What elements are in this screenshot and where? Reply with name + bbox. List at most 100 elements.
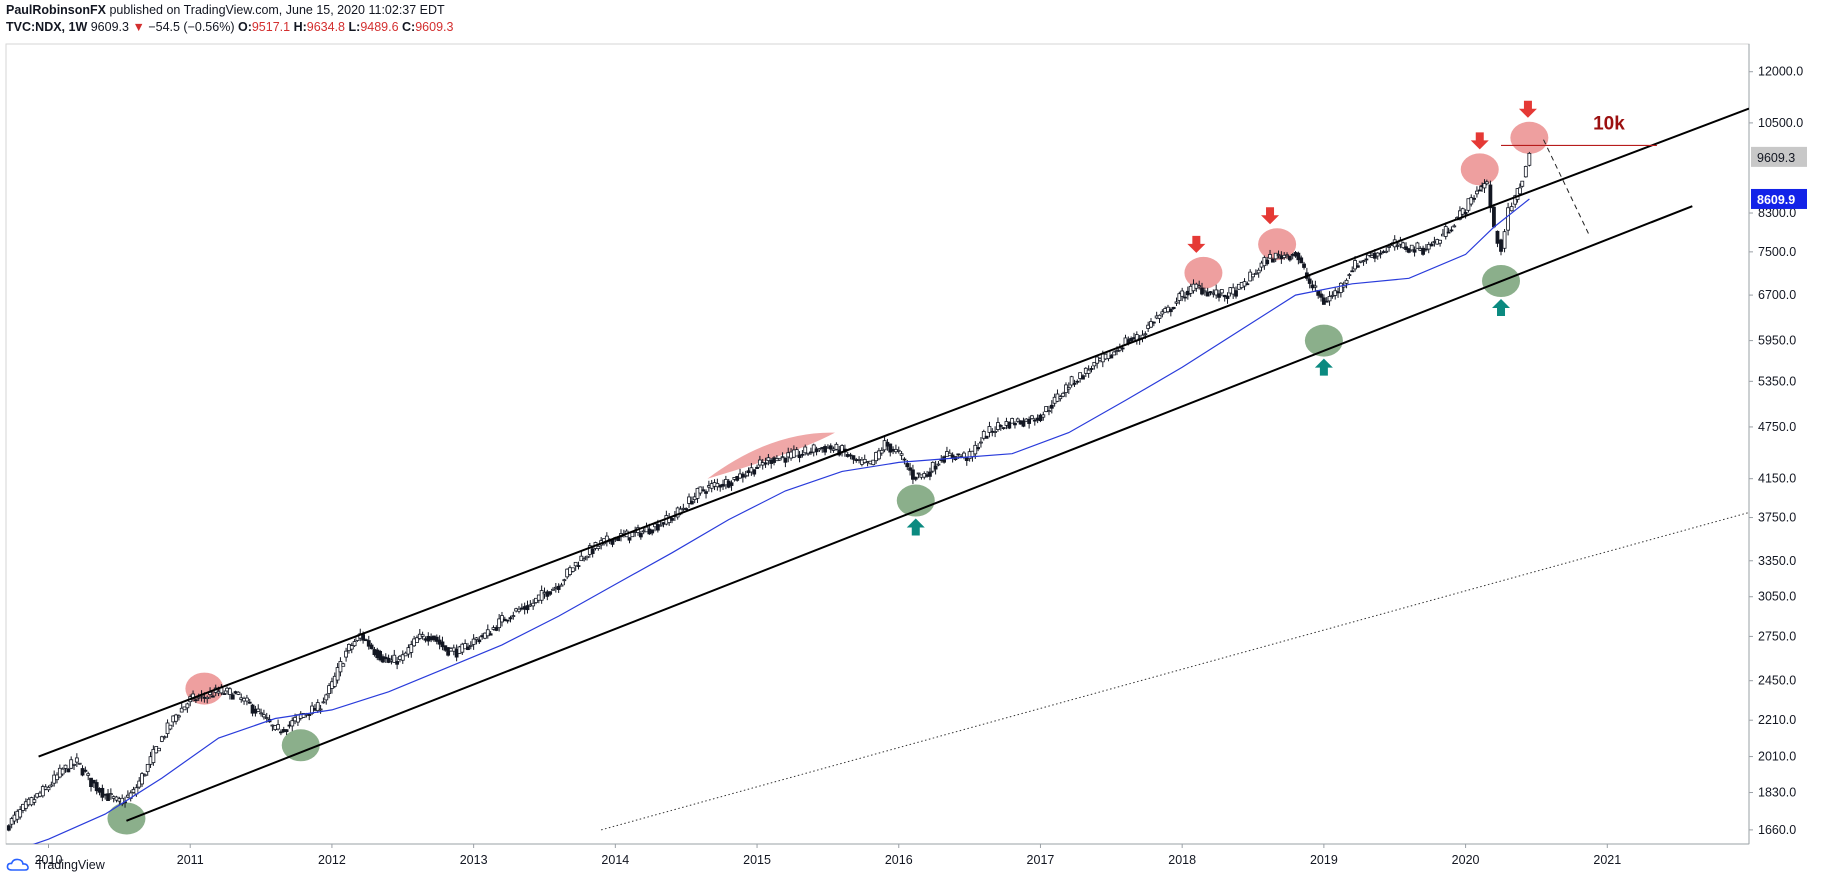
candle-body (1488, 184, 1493, 209)
candle-body (1327, 296, 1332, 302)
candle-body (1149, 321, 1153, 328)
down-arrow-icon (1187, 235, 1206, 253)
support-marker (107, 802, 146, 835)
open-value: 9517.1 (251, 20, 291, 34)
candle-body (185, 703, 190, 709)
candle-body (352, 641, 357, 647)
candle-body (1245, 283, 1250, 286)
candle-body (1513, 195, 1518, 205)
tradingview-cloud-icon (6, 858, 29, 871)
y-tick-label: 2750.0 (1758, 629, 1796, 643)
candle-body (1061, 392, 1066, 397)
candle-body (1482, 183, 1487, 189)
candle-body (262, 714, 266, 718)
candle-body (494, 627, 499, 631)
candle-body (752, 469, 757, 475)
candle-body (1007, 422, 1012, 429)
candle-body (1197, 285, 1202, 288)
candle-body (477, 639, 482, 643)
candle-body (803, 446, 808, 454)
candle-body (1208, 291, 1213, 293)
candle-body (247, 701, 252, 704)
y-tick-label: 2010.0 (1758, 750, 1796, 764)
symbol-label[interactable]: TVC:NDX, 1W (6, 20, 88, 34)
candle-body (205, 696, 210, 700)
candle-body (74, 757, 79, 763)
candle-body (1174, 301, 1179, 304)
up-arrow-icon (906, 518, 925, 536)
candle-body (142, 774, 147, 777)
candle-body (987, 426, 992, 433)
candle-body (1523, 166, 1528, 178)
candle-body (1151, 321, 1156, 324)
candle-body (72, 763, 76, 766)
candle-body (318, 708, 323, 711)
candle-body (1319, 293, 1323, 298)
candle-body (1276, 254, 1281, 256)
x-tick-label: 2018 (1168, 853, 1196, 867)
dotted-trend-line (601, 511, 1749, 831)
candle-body (576, 565, 581, 567)
projection-dashed-line (1543, 139, 1590, 235)
candle-body (704, 491, 708, 494)
candle-body (1458, 210, 1462, 220)
candle-body (1160, 311, 1165, 315)
candle-body (585, 555, 589, 559)
close-label: C: (402, 20, 416, 34)
candle-body (1302, 263, 1306, 268)
candle-body (1438, 239, 1442, 244)
candle-body (1446, 231, 1451, 234)
x-tick-label: 2012 (318, 853, 346, 867)
x-tick-label: 2021 (1593, 853, 1621, 867)
candle-body (1355, 265, 1360, 268)
candle-body (814, 448, 819, 453)
candle-body (947, 452, 952, 457)
candle-body (466, 646, 470, 651)
candle-body (108, 793, 113, 796)
channel-upper-line (38, 107, 1749, 758)
candle-body (755, 466, 759, 469)
candle-body (1217, 293, 1221, 298)
y-tick-label: 12000.0 (1758, 65, 1803, 79)
candle-body (332, 675, 337, 687)
candle-body (395, 661, 400, 665)
candle-body (145, 763, 150, 773)
candle-body (1395, 245, 1400, 247)
channel-lower-line (126, 205, 1693, 822)
candle-body (998, 425, 1003, 427)
footer: TradingView (6, 857, 105, 873)
down-triangle-icon: ▼ (132, 20, 145, 34)
candle-body (1013, 422, 1017, 426)
author-name[interactable]: PaulRobinsonFX (6, 3, 106, 17)
down-arrow-icon (1518, 100, 1537, 118)
candle-body (83, 769, 88, 772)
x-tick-label: 2013 (460, 853, 488, 867)
plot-area: 10k (6, 100, 1749, 844)
candle-body (1472, 197, 1476, 200)
candle-body (49, 784, 54, 787)
candle-body (689, 500, 694, 505)
candle-body (1205, 292, 1210, 297)
candle-body (1347, 274, 1352, 277)
candle-body (766, 457, 771, 462)
ma-price-badge (1751, 188, 1807, 209)
tradingview-brand[interactable]: TradingView (36, 858, 105, 872)
candle-body (1115, 350, 1119, 352)
y-tick-label: 4750.0 (1758, 420, 1796, 434)
candle-body (556, 585, 561, 590)
candle-body (721, 483, 725, 487)
candle-body (392, 654, 397, 663)
candle-body (168, 724, 173, 730)
candle-body (1027, 418, 1032, 424)
candle-body (86, 773, 91, 776)
candle-body (321, 701, 326, 704)
candle-body (1409, 244, 1414, 251)
candle-body (409, 644, 414, 653)
candle-body (1273, 252, 1278, 260)
candle-body (1460, 208, 1465, 215)
candle-body (1401, 242, 1406, 249)
candle-body (485, 629, 490, 637)
candle-body (981, 431, 986, 439)
up-arrow-icon (1314, 358, 1333, 376)
